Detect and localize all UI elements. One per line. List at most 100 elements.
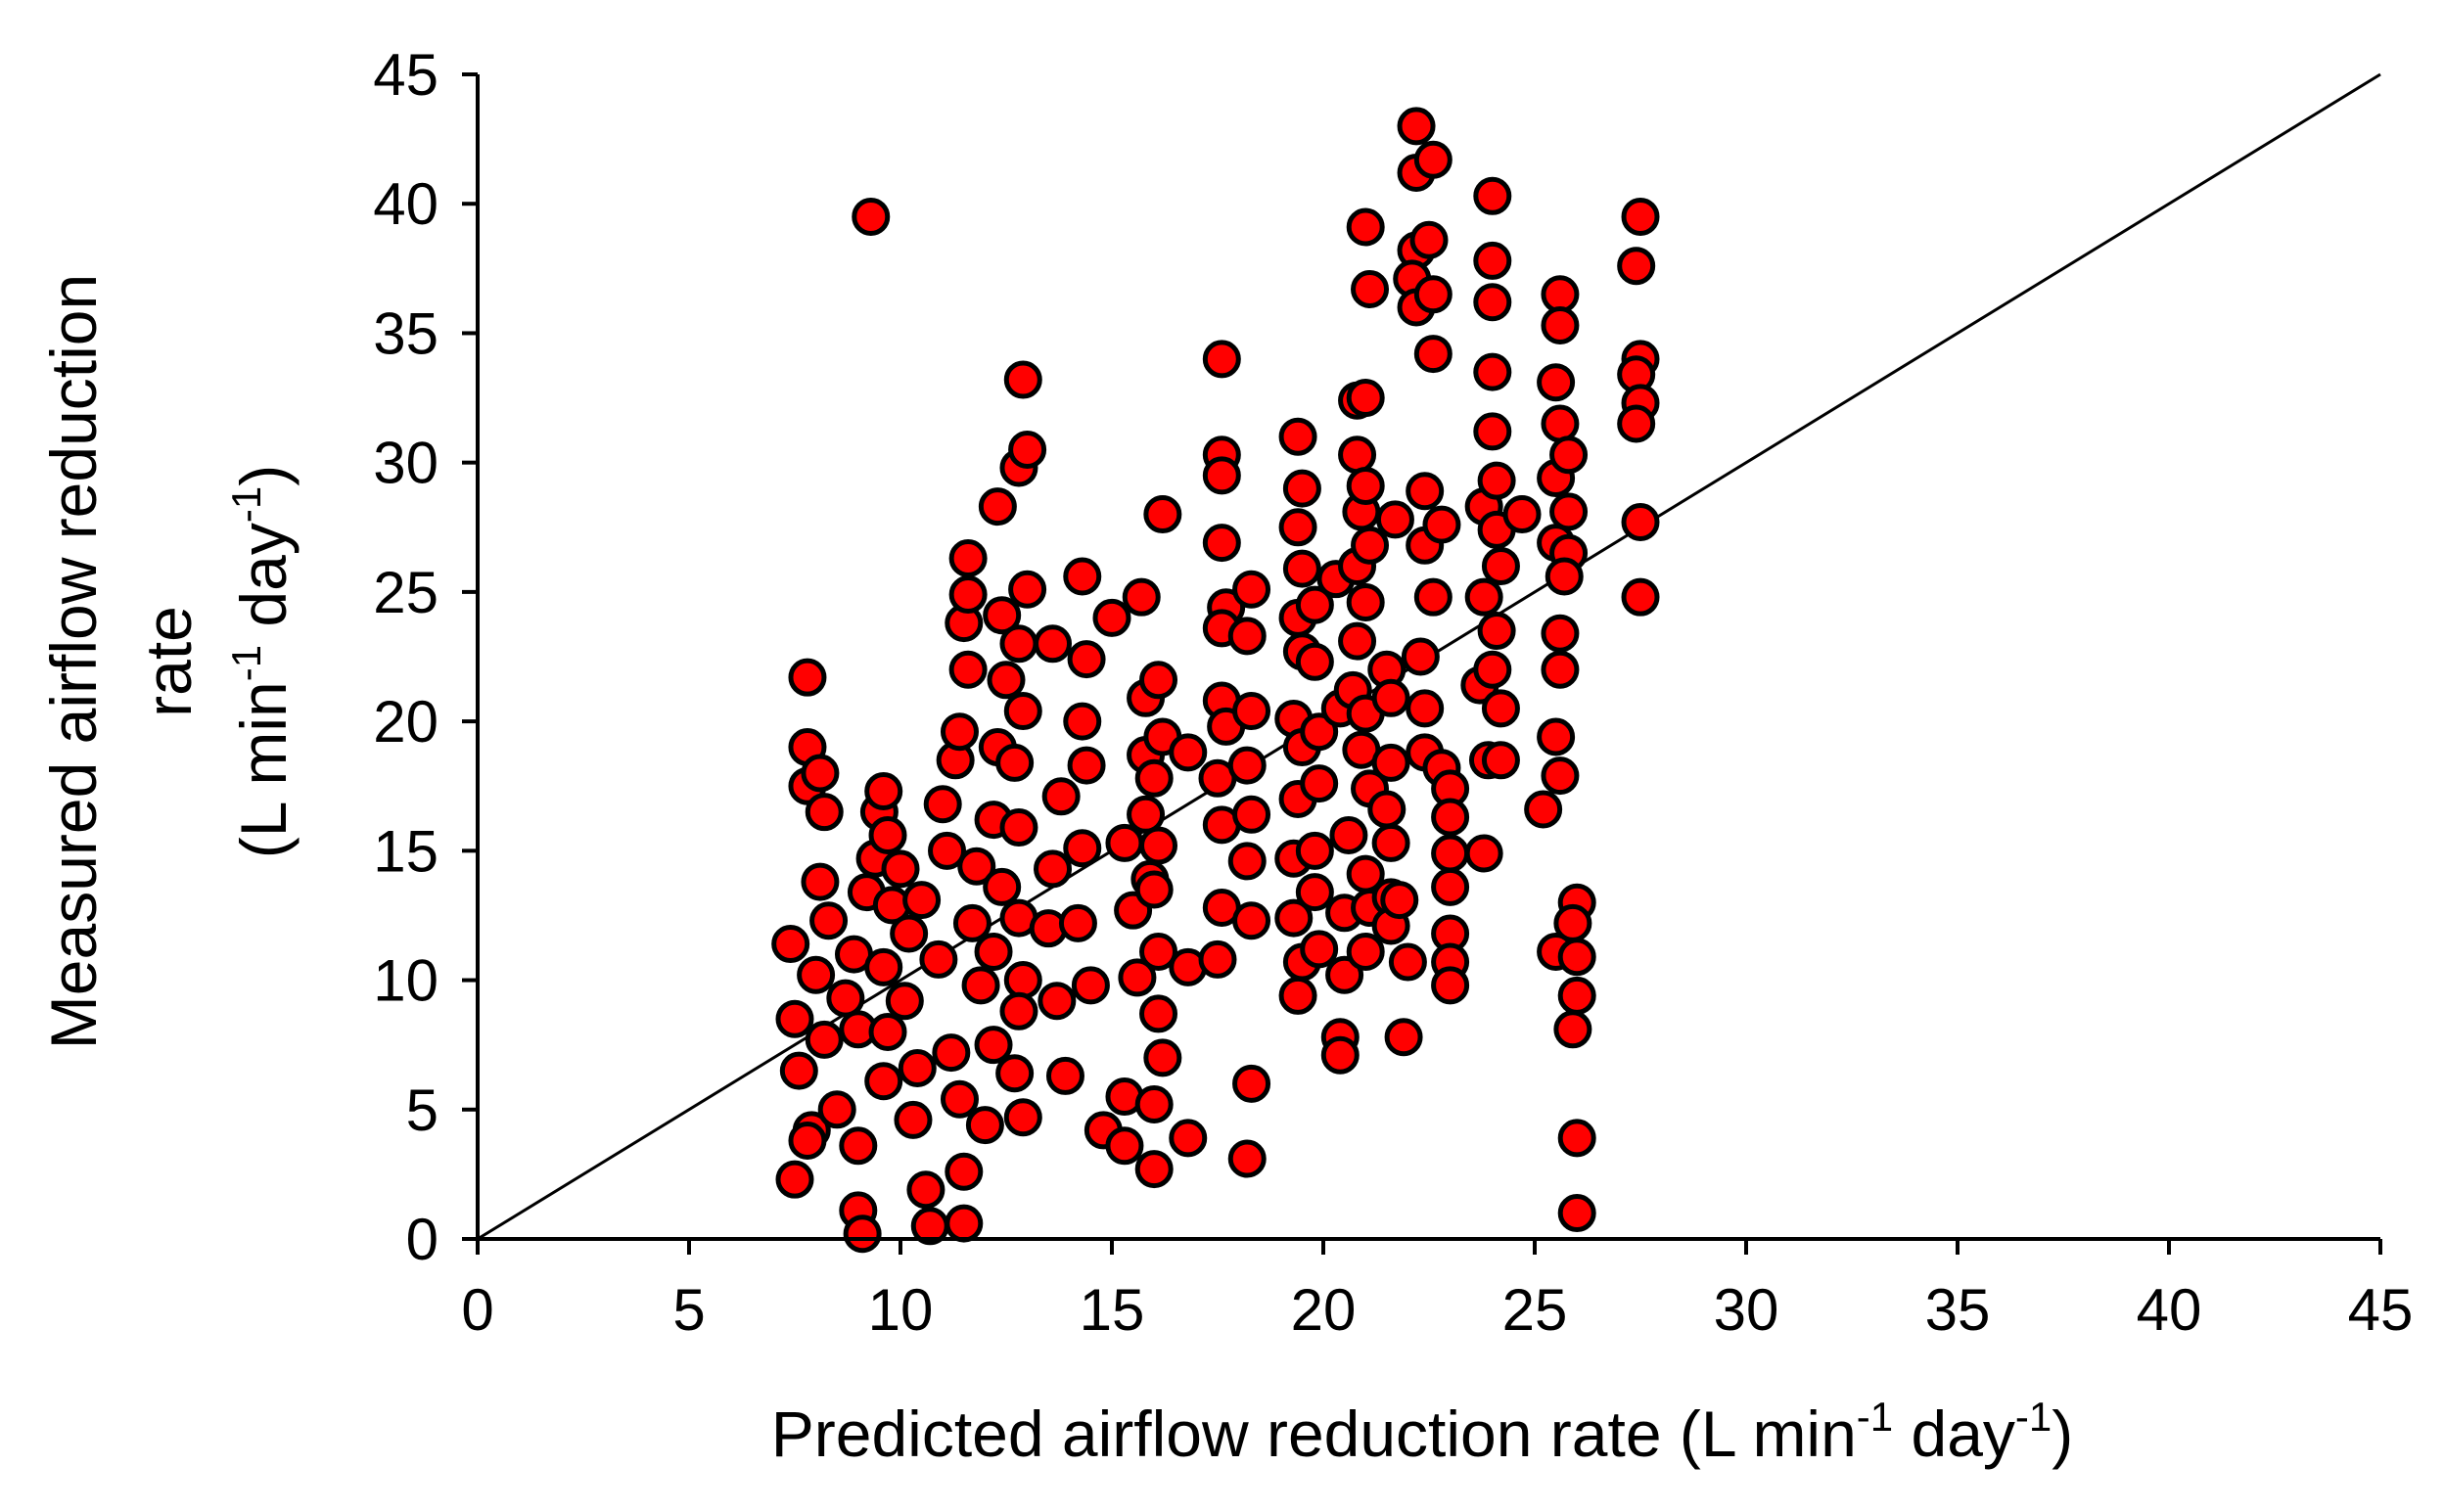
y-tick-label: 25 (373, 560, 438, 625)
data-point (894, 1100, 933, 1139)
data-point (1278, 417, 1317, 456)
data-point (1617, 404, 1656, 443)
data-point (1227, 1139, 1267, 1178)
data-point (945, 1204, 984, 1243)
data-point (881, 849, 920, 889)
data-point (995, 1054, 1035, 1093)
data-point (1295, 831, 1334, 870)
x-axis-title: Predicted airflow reduction rate (L min-… (771, 1394, 2074, 1470)
y-tick-label: 0 (406, 1207, 438, 1272)
data-point (1058, 903, 1097, 942)
data-point (1557, 1119, 1596, 1158)
data-point (1406, 689, 1445, 728)
data-point (1122, 577, 1161, 617)
data-point (1351, 269, 1390, 308)
x-tick-label: 20 (1291, 1277, 1357, 1343)
data-point (1139, 661, 1178, 700)
x-axis-title-end: ) (2052, 1397, 2073, 1470)
y-axis-title-line3-sup2: -1 (223, 486, 269, 523)
y-axis-title-line3: (L min-1 day-1) (223, 465, 300, 858)
data-point (1008, 430, 1047, 469)
data-point (839, 1126, 878, 1166)
data-point (1227, 617, 1267, 656)
data-point (1325, 955, 1364, 994)
axes-layer (462, 72, 2382, 1255)
data-point (843, 1214, 882, 1254)
data-point (1553, 1010, 1592, 1049)
data-point (1169, 733, 1208, 772)
y-axis-title-line1: Measured airflow reduction (37, 274, 110, 1049)
data-point (1397, 107, 1436, 146)
data-point (771, 925, 810, 964)
data-point (1431, 798, 1470, 837)
data-point (902, 881, 942, 920)
data-point (864, 947, 903, 986)
data-point (974, 932, 1013, 971)
x-axis-title-main: Predicted airflow reduction rate (L min (771, 1397, 1857, 1470)
data-point (1371, 678, 1410, 717)
data-point (1413, 275, 1453, 314)
data-point (1621, 577, 1660, 617)
data-point (1295, 585, 1334, 624)
data-point (974, 1026, 1013, 1065)
data-point (1034, 624, 1073, 664)
data-point (1105, 1126, 1144, 1166)
data-point (1477, 612, 1516, 651)
data-point (978, 487, 1017, 527)
x-axis-title-sup2: -1 (2015, 1394, 2052, 1440)
data-points-layer (771, 107, 1660, 1254)
data-point (965, 1106, 1004, 1145)
data-point (1541, 306, 1580, 345)
data-point (1545, 557, 1584, 596)
x-tick-label: 5 (672, 1277, 705, 1343)
data-point (1481, 741, 1520, 780)
data-point (948, 539, 988, 578)
y-tick-label: 35 (373, 300, 438, 366)
data-point (1198, 939, 1237, 979)
y-axis-title-line3-mid: day (227, 523, 300, 645)
data-point (1169, 1119, 1208, 1158)
data-point (1008, 570, 1047, 609)
data-point (801, 754, 840, 793)
data-point (1621, 197, 1660, 236)
data-point (1388, 942, 1427, 982)
data-point (948, 650, 988, 689)
data-point (805, 1020, 844, 1059)
x-tick-label: 45 (2348, 1277, 2414, 1343)
data-point (1278, 508, 1317, 547)
data-point (1092, 598, 1131, 637)
data-point (1232, 570, 1271, 609)
data-point (1300, 712, 1339, 752)
data-point (1549, 435, 1589, 475)
data-point (1295, 642, 1334, 681)
data-point (1473, 283, 1512, 322)
data-point (957, 847, 996, 886)
data-point (1202, 524, 1241, 563)
data-point (906, 1170, 945, 1210)
data-point (983, 867, 1022, 906)
data-point (1329, 815, 1368, 854)
data-point (1431, 867, 1470, 906)
data-point (1139, 826, 1178, 865)
y-axis-title-line3-main: (L min (227, 681, 300, 858)
data-point (919, 939, 958, 979)
data-point (928, 831, 967, 870)
data-point (1537, 717, 1576, 756)
x-axis-title-sup1: -1 (1857, 1394, 1893, 1440)
data-point (788, 658, 827, 697)
data-point (1139, 932, 1178, 971)
y-tick-label: 45 (373, 42, 438, 108)
data-point (1045, 1056, 1084, 1095)
data-point (868, 815, 907, 854)
data-point (1278, 976, 1317, 1015)
data-point (1071, 966, 1110, 1005)
data-point (1232, 1064, 1271, 1103)
data-point (1139, 994, 1178, 1033)
data-point (779, 1051, 818, 1090)
data-point (1134, 758, 1174, 798)
data-point (1282, 549, 1321, 588)
data-point (1143, 495, 1182, 534)
data-point (788, 1122, 827, 1161)
data-point (940, 1079, 979, 1119)
data-point (1473, 176, 1512, 215)
